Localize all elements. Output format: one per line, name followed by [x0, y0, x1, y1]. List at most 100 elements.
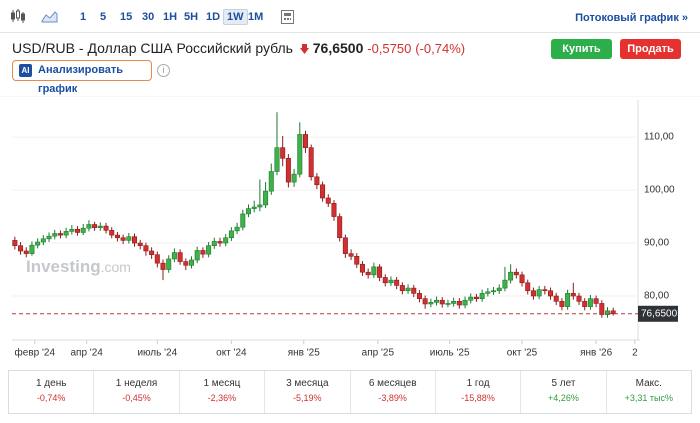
candle-body	[479, 293, 485, 299]
timeframe-button[interactable]: 1W	[223, 9, 248, 25]
candle-body	[348, 253, 354, 257]
candle-body	[587, 298, 593, 307]
timeframe-button[interactable]: 1D	[206, 11, 221, 23]
timeframe-button[interactable]: 1H	[163, 11, 178, 23]
candle-body	[530, 290, 536, 297]
candle-body	[337, 216, 343, 239]
candle-body	[548, 290, 554, 297]
period-label: 3 месяца	[286, 378, 329, 389]
performance-cell: 1 год -15,88%	[436, 371, 522, 413]
candle-body	[485, 291, 491, 294]
candle-body	[468, 296, 474, 301]
candle-body	[599, 303, 605, 315]
x-tick-label: июль '24	[137, 348, 177, 359]
info-icon[interactable]: i	[157, 64, 170, 77]
performance-cell: 1 месяц -2,36%	[180, 371, 266, 413]
candle-body	[200, 250, 206, 255]
candle-body	[491, 290, 497, 293]
performance-cell: 5 лет +4,26%	[521, 371, 607, 413]
calculator-icon[interactable]	[280, 9, 296, 25]
candle-body	[297, 134, 303, 175]
timeframe-button[interactable]: 5H	[184, 11, 199, 23]
performance-cell: 1 день -0,74%	[9, 371, 95, 413]
x-tick-label: окт '25	[507, 348, 538, 359]
timeframe-button[interactable]: 30	[142, 11, 155, 23]
candle-body	[411, 287, 417, 294]
performance-cell: 6 месяцев -3,89%	[351, 371, 436, 413]
candle-body	[439, 299, 445, 305]
candle-body	[593, 298, 599, 304]
candle-body	[12, 240, 18, 246]
performance-cell: 1 неделя -0,45%	[94, 371, 180, 413]
y-tick-label: 90,00	[644, 238, 669, 249]
candle-body	[75, 228, 81, 233]
candle-body	[291, 173, 297, 183]
timeframe-button[interactable]: 1	[80, 11, 87, 23]
x-tick-label: апр '24	[70, 348, 103, 359]
candle-body	[126, 236, 132, 241]
candle-body	[35, 241, 41, 246]
candle-body	[280, 147, 286, 159]
period-label: 1 год	[466, 378, 490, 389]
candle-body	[52, 233, 58, 237]
candle-body	[354, 255, 360, 265]
stream-chart-link[interactable]: Потоковый график »	[575, 12, 688, 24]
candle-body	[92, 224, 98, 228]
tool-icons	[11, 9, 58, 23]
timeframe-button[interactable]: 1M	[248, 11, 264, 23]
candle-body	[109, 230, 115, 236]
candle-body	[211, 241, 217, 246]
candle-body	[177, 252, 183, 262]
buy-button[interactable]: Купить	[551, 39, 612, 59]
candle-body	[160, 262, 166, 270]
watermark-text: .com	[101, 259, 131, 275]
candle-body	[302, 134, 308, 148]
candle-body	[228, 230, 234, 239]
instrument-header: USD/RUB - Доллар США Российский рубль 76…	[12, 40, 465, 56]
period-change: -0,74%	[36, 393, 66, 403]
timeframe-button[interactable]: 5	[100, 11, 107, 23]
watermark: Investing.com	[26, 257, 131, 276]
period-label: 1 месяц	[203, 378, 241, 389]
candle-body	[149, 250, 155, 256]
candle-body	[325, 197, 331, 204]
candle-body	[143, 245, 149, 252]
candle-body	[114, 234, 120, 239]
change: -0,5750	[367, 41, 412, 56]
candle-body	[542, 289, 548, 292]
watermark-text: Investing	[26, 257, 101, 276]
candle-body	[183, 261, 189, 266]
period-change: -0,45%	[122, 393, 151, 403]
period-change: +3,31 тыс%	[624, 393, 673, 403]
y-tick-label: 80,00	[644, 291, 669, 302]
candle-body	[559, 301, 565, 307]
y-tick-label: 110,00	[644, 132, 674, 143]
candle-body	[69, 228, 75, 232]
candle-body	[342, 237, 348, 254]
sell-button[interactable]: Продать	[620, 39, 681, 59]
candle-body	[496, 287, 502, 292]
performance-cell: Макс. +3,31 тыс%	[607, 371, 691, 413]
period-label: 1 неделя	[115, 378, 158, 389]
period-label: 5 лет	[551, 378, 576, 389]
candle-body	[120, 237, 126, 241]
candle-body	[154, 254, 160, 264]
change-percent: (-0,74%)	[415, 41, 466, 56]
candle-body	[86, 224, 92, 229]
period-change: -2,36%	[207, 393, 237, 403]
candle-body	[257, 204, 263, 208]
candle-body	[63, 231, 69, 236]
candle-body	[422, 298, 428, 305]
candle-body	[132, 236, 138, 244]
ai-button-label: Анализировать график	[38, 64, 124, 95]
candle-body	[582, 301, 588, 307]
down-arrow	[299, 44, 309, 54]
timeframe-button[interactable]: 15	[120, 11, 133, 23]
candle-body	[462, 299, 468, 306]
toolbar: 1 5 15 30 1H 5H 1D 1W 1M Потоковый график »	[0, 0, 700, 33]
candle-body	[166, 258, 172, 270]
period-change: -15,88%	[461, 393, 495, 403]
ai-analyze-button[interactable]: AI Анализировать график	[12, 60, 152, 95]
period-change: -5,19%	[293, 393, 322, 403]
